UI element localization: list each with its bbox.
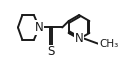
Text: N: N <box>75 32 83 45</box>
Text: N: N <box>35 21 44 34</box>
Text: S: S <box>47 45 54 58</box>
Text: CH₃: CH₃ <box>99 39 118 49</box>
